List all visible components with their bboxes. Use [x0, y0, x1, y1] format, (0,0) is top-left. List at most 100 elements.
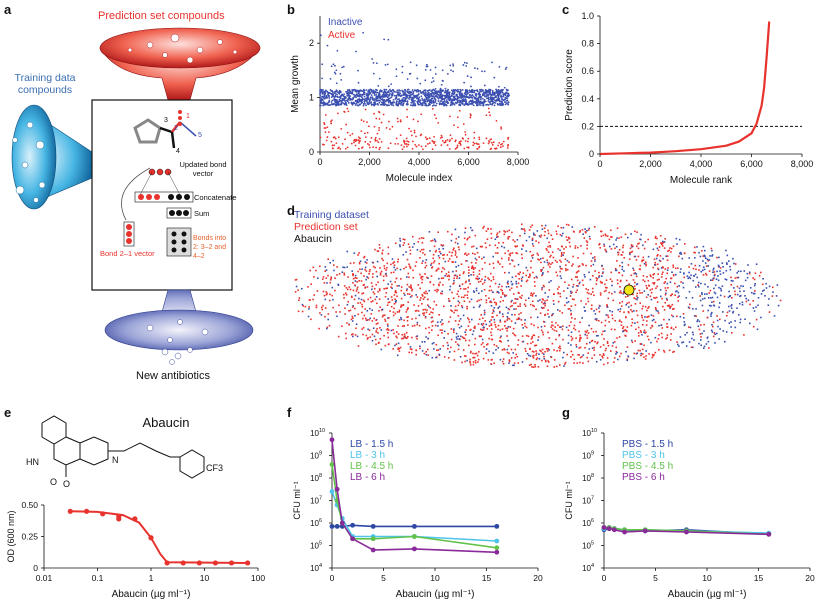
tsne-point: [572, 230, 575, 233]
tsne-point: [458, 320, 461, 322]
tsne-point: [507, 339, 509, 342]
active-point: [448, 148, 451, 150]
tsne-point: [548, 316, 550, 318]
inactive-point: [428, 102, 431, 105]
inactive-point: [399, 92, 402, 95]
tsne-point: [594, 270, 596, 272]
tsne-point: [383, 287, 385, 290]
inactive-point: [498, 98, 500, 101]
tsne-point: [565, 223, 568, 226]
inactive-point: [417, 89, 420, 92]
tsne-point: [544, 292, 546, 294]
tsne-point: [385, 287, 387, 290]
active-point: [441, 139, 444, 142]
tsne-point: [615, 269, 618, 272]
tsne-point: [322, 290, 325, 293]
tsne-point: [675, 237, 678, 240]
active-point: [457, 126, 459, 129]
tsne-point: [409, 267, 412, 269]
tsne-point: [665, 338, 667, 340]
inactive-point: [337, 100, 340, 103]
tsne-point: [439, 329, 442, 331]
tsne-point: [634, 272, 636, 275]
tsne-point: [614, 328, 616, 331]
active-point: [407, 141, 410, 143]
inactive-point: [468, 103, 471, 106]
tsne-point: [529, 303, 532, 306]
tsne-point: [637, 326, 640, 329]
active-point: [336, 112, 339, 115]
tsne-point: [424, 341, 426, 343]
tsne-point: [658, 349, 660, 351]
tsne-point: [562, 325, 564, 327]
tsne-point: [483, 225, 485, 228]
tsne-point: [375, 319, 377, 321]
tsne-point: [533, 334, 536, 337]
tsne-point: [551, 328, 554, 330]
tsne-point: [307, 315, 310, 318]
tsne-point: [556, 350, 558, 352]
tsne-point: [559, 233, 562, 236]
tsne-point: [645, 263, 647, 266]
tsne-point: [587, 332, 590, 334]
tsne-point: [495, 303, 497, 306]
tsne-point: [398, 285, 400, 287]
tsne-point: [570, 278, 573, 281]
series-point: [350, 536, 355, 542]
tsne-point: [566, 239, 568, 241]
tsne-point: [576, 276, 578, 278]
tsne-point: [413, 243, 415, 245]
tsne-point: [468, 344, 470, 347]
tsne-point: [530, 226, 532, 228]
tsne-point: [368, 273, 370, 275]
tsne-point: [349, 262, 352, 265]
tsne-point: [571, 317, 573, 319]
inactive-point: [461, 93, 464, 96]
tsne-point: [393, 261, 395, 263]
inactive-point: [489, 96, 492, 99]
tsne-point: [604, 349, 607, 352]
active-point: [431, 148, 434, 151]
tsne-point: [376, 328, 378, 330]
tsne-point: [636, 245, 638, 248]
x-tick-label: 5: [653, 573, 658, 583]
tsne-point: [374, 266, 376, 269]
tsne-point: [501, 257, 503, 260]
tsne-point: [731, 332, 733, 334]
inactive-point: [455, 98, 458, 101]
tsne-point: [510, 357, 513, 359]
tsne-point: [622, 291, 625, 293]
tsne-point: [694, 251, 696, 254]
active-point: [420, 145, 423, 148]
tsne-point: [466, 294, 468, 296]
tsne-point: [628, 311, 630, 314]
tsne-point: [611, 345, 614, 347]
tsne-point: [324, 315, 326, 318]
active-point: [397, 142, 400, 145]
tsne-point: [643, 331, 645, 333]
inactive-point: [417, 97, 419, 100]
active-point: [373, 125, 376, 128]
tsne-point: [745, 300, 748, 303]
tsne-point: [320, 314, 323, 316]
tsne-point: [459, 356, 462, 358]
tsne-point: [704, 255, 706, 258]
chem-label-cf3: CF3: [206, 463, 223, 473]
tsne-point: [399, 346, 402, 349]
tsne-point: [679, 336, 682, 338]
tsne-point: [431, 267, 433, 269]
tsne-point: [634, 303, 637, 305]
tsne-point: [472, 352, 474, 355]
tsne-point: [523, 322, 526, 325]
inactive-point: [507, 92, 510, 95]
tsne-point: [734, 326, 737, 329]
inactive-point: [492, 97, 494, 100]
inactive-point: [454, 101, 457, 104]
tsne-point: [510, 348, 513, 351]
tsne-point: [452, 331, 455, 334]
tsne-point: [683, 317, 685, 319]
tsne-point: [768, 311, 771, 313]
y-tick-label: 10: [582, 542, 591, 551]
tsne-point: [501, 313, 504, 315]
tsne-point: [379, 338, 382, 340]
